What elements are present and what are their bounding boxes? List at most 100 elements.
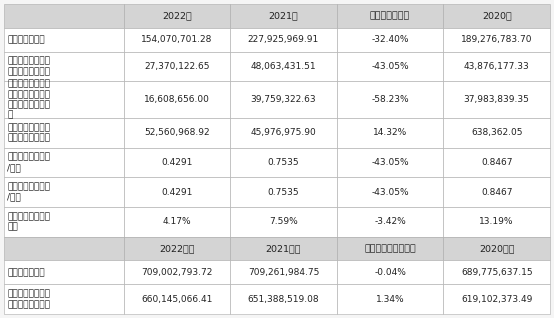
Text: 经营活动产生的现
金流量净额（元）: 经营活动产生的现 金流量净额（元） [7,123,50,142]
Bar [337,177,443,207]
Text: 39,759,322.63: 39,759,322.63 [250,95,316,104]
Text: 资产总额（元）: 资产总额（元） [7,268,45,277]
Bar [337,207,443,237]
Bar [124,28,230,52]
Bar [230,118,337,148]
Bar [124,177,230,207]
Bar [124,52,230,81]
Text: 本年比上年增减: 本年比上年增减 [370,11,410,20]
Text: 13.19%: 13.19% [479,217,514,226]
Text: 2020年末: 2020年末 [479,244,515,253]
Bar [230,28,337,52]
Bar [337,28,443,52]
Bar [4,52,124,81]
Text: 归属于上市公司股
东的扣除非经常性
损益的净利润（元
）: 归属于上市公司股 东的扣除非经常性 损益的净利润（元 ） [7,80,50,120]
Text: 227,925,969.91: 227,925,969.91 [248,35,319,44]
Bar [337,237,443,260]
Bar [337,52,443,81]
Bar [443,118,550,148]
Text: 0.8467: 0.8467 [481,188,512,197]
Text: 48,063,431.51: 48,063,431.51 [250,62,316,71]
Text: 稀释每股收益（元
/股）: 稀释每股收益（元 /股） [7,183,50,202]
Bar [124,118,230,148]
Text: 37,983,839.35: 37,983,839.35 [464,95,530,104]
Bar [4,284,124,314]
Bar [443,148,550,177]
Bar [337,260,443,284]
Bar [337,148,443,177]
Bar [443,52,550,81]
Text: -3.42%: -3.42% [374,217,406,226]
Bar [337,284,443,314]
Bar [124,237,230,260]
Bar [443,81,550,118]
Bar [4,177,124,207]
Text: 709,261,984.75: 709,261,984.75 [248,268,319,277]
Bar [443,237,550,260]
Bar [230,4,337,28]
Text: 651,388,519.08: 651,388,519.08 [248,295,319,304]
Text: 52,560,968.92: 52,560,968.92 [144,128,209,137]
Bar [230,237,337,260]
Bar [230,284,337,314]
Bar [4,260,124,284]
Bar [230,148,337,177]
Text: 1.34%: 1.34% [376,295,404,304]
Text: 27,370,122.65: 27,370,122.65 [144,62,209,71]
Bar [230,81,337,118]
Text: 基本每股收益（元
/股）: 基本每股收益（元 /股） [7,153,50,172]
Text: 660,145,066.41: 660,145,066.41 [141,295,213,304]
Text: 16,608,656.00: 16,608,656.00 [144,95,210,104]
Bar [4,237,124,260]
Bar [230,52,337,81]
Bar [4,4,124,28]
Text: 7.59%: 7.59% [269,217,298,226]
Text: -43.05%: -43.05% [371,188,409,197]
Bar [124,207,230,237]
Text: -0.04%: -0.04% [374,268,406,277]
Text: 4.17%: 4.17% [162,217,191,226]
Bar [124,4,230,28]
Text: 2021年: 2021年 [269,11,298,20]
Text: 709,002,793.72: 709,002,793.72 [141,268,213,277]
Bar [443,4,550,28]
Bar [230,207,337,237]
Bar [4,118,124,148]
Text: 154,070,701.28: 154,070,701.28 [141,35,213,44]
Bar [337,118,443,148]
Bar [443,207,550,237]
Text: 归属于上市公司股
东的净资产（元）: 归属于上市公司股 东的净资产（元） [7,289,50,309]
Bar [230,260,337,284]
Text: 689,775,637.15: 689,775,637.15 [461,268,532,277]
Text: 14.32%: 14.32% [373,128,407,137]
Text: 638,362.05: 638,362.05 [471,128,522,137]
Bar [337,81,443,118]
Bar [4,28,124,52]
Text: -43.05%: -43.05% [371,158,409,167]
Bar [230,177,337,207]
Text: 2021年末: 2021年末 [266,244,301,253]
Bar [124,284,230,314]
Text: 0.7535: 0.7535 [268,158,299,167]
Bar [443,260,550,284]
Bar [124,148,230,177]
Text: -58.23%: -58.23% [371,95,409,104]
Text: 0.4291: 0.4291 [161,158,193,167]
Text: 43,876,177.33: 43,876,177.33 [464,62,530,71]
Text: 0.8467: 0.8467 [481,158,512,167]
Bar [443,284,550,314]
Text: 45,976,975.90: 45,976,975.90 [250,128,316,137]
Text: -32.40%: -32.40% [371,35,409,44]
Text: 2020年: 2020年 [482,11,511,20]
Text: 189,276,783.70: 189,276,783.70 [461,35,532,44]
Bar [124,81,230,118]
Text: 归属于上市公司股
东的净利润（元）: 归属于上市公司股 东的净利润（元） [7,57,50,76]
Bar [443,28,550,52]
Text: 加权平均净资产收
益率: 加权平均净资产收 益率 [7,212,50,232]
Text: -43.05%: -43.05% [371,62,409,71]
Text: 营业收入（元）: 营业收入（元） [7,35,45,44]
Text: 本年末比上年末增减: 本年末比上年末增减 [364,244,416,253]
Bar [337,4,443,28]
Text: 2022年末: 2022年末 [159,244,194,253]
Bar [4,207,124,237]
